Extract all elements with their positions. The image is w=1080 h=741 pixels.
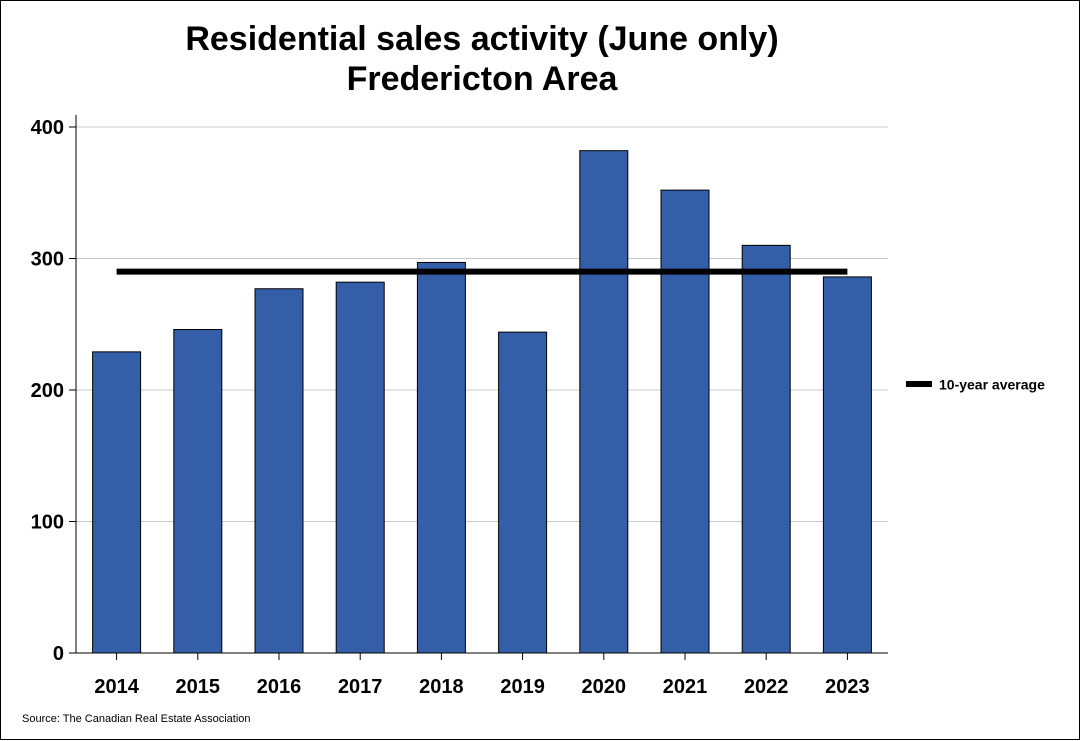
bar-2014 bbox=[92, 351, 142, 654]
y-tick-label: 200 bbox=[31, 380, 64, 402]
bar-2015 bbox=[173, 329, 223, 654]
x-tick-label: 2017 bbox=[338, 676, 383, 698]
x-tick-label: 2020 bbox=[582, 676, 627, 698]
x-tick-label: 2022 bbox=[744, 676, 789, 698]
x-tick-labels: 2014 2015 2016 2017 2018 2019 2020 2021 2022 2023 bbox=[94, 676, 869, 698]
bar-2016 bbox=[254, 288, 304, 654]
bar-2020 bbox=[579, 150, 629, 654]
chart-title: Residential sales activity (June only) bbox=[185, 20, 779, 58]
x-tick-label: 2015 bbox=[176, 676, 221, 698]
y-tick-label: 0 bbox=[53, 643, 64, 665]
bar-2022 bbox=[741, 244, 791, 654]
x-tick-label: 2018 bbox=[419, 676, 464, 698]
bar-2019 bbox=[498, 331, 548, 654]
y-tick-label: 300 bbox=[31, 249, 64, 271]
bar-2017 bbox=[335, 281, 385, 654]
y-tick-label: 100 bbox=[31, 512, 64, 534]
legend: 10-year average bbox=[906, 377, 1045, 393]
source-note: Source: The Canadian Real Estate Associa… bbox=[22, 713, 251, 725]
bar-2023 bbox=[822, 276, 872, 654]
x-tick-label: 2014 bbox=[94, 676, 139, 698]
y-tick-label: 400 bbox=[31, 117, 64, 139]
axes bbox=[69, 115, 888, 660]
chart-subtitle: Fredericton Area bbox=[346, 60, 618, 98]
legend-average-label: 10-year average bbox=[939, 377, 1045, 393]
bar-2018 bbox=[416, 261, 466, 654]
chart-title-block: Residential sales activity (June only) F… bbox=[1, 19, 963, 99]
bars bbox=[92, 150, 872, 654]
y-tick-labels: 0 100 200 300 400 bbox=[31, 117, 64, 665]
x-tick-label: 2019 bbox=[500, 676, 545, 698]
x-tick-label: 2021 bbox=[663, 676, 708, 698]
bar-2021 bbox=[660, 189, 710, 654]
x-tick-label: 2023 bbox=[825, 676, 870, 698]
x-tick-label: 2016 bbox=[257, 676, 302, 698]
